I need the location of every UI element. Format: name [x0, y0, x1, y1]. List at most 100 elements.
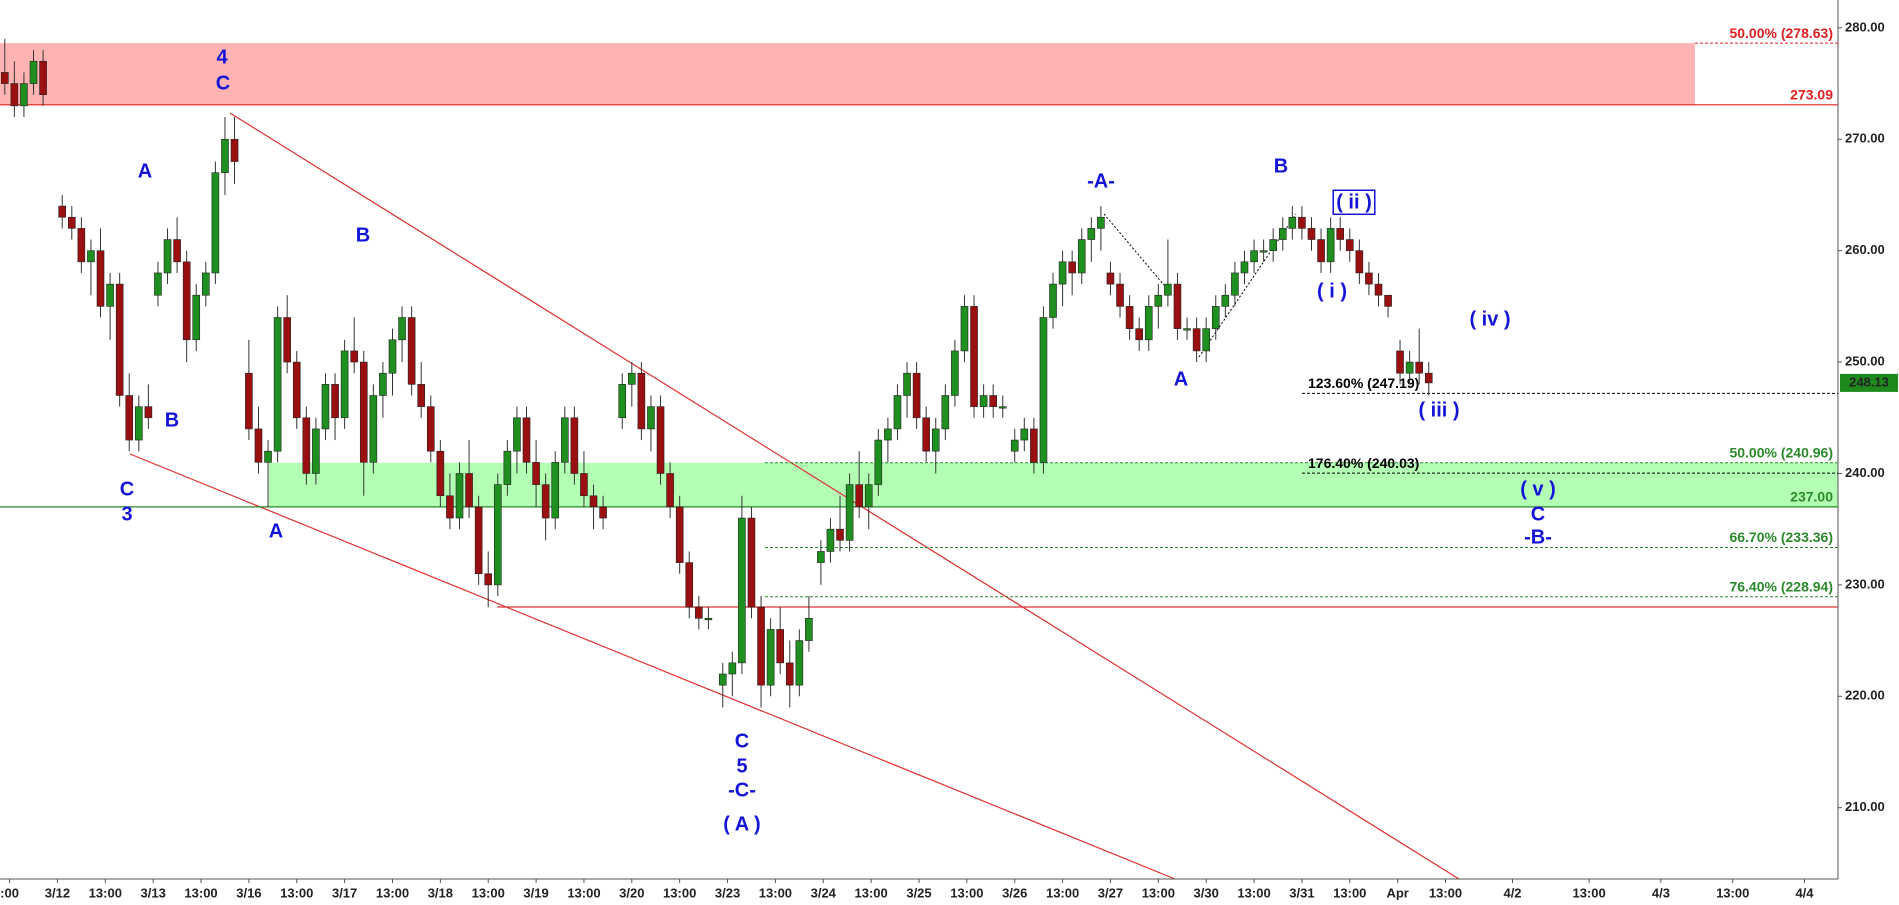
candle-body	[1415, 361, 1423, 374]
level-label: 50.00% (278.63)	[1729, 25, 1833, 41]
wave-label: A	[269, 520, 283, 542]
candle-body	[766, 629, 775, 686]
candle-body	[163, 239, 172, 274]
x-tick-label: 4/3	[1652, 885, 1670, 900]
wave-label: A	[138, 160, 152, 182]
candle-body	[154, 272, 162, 296]
candle-body	[484, 573, 493, 586]
guide-line	[1103, 213, 1170, 292]
wave-label: B	[165, 409, 179, 431]
candle-body	[903, 372, 911, 396]
level-label: 50.00% (240.96)	[1729, 444, 1833, 460]
candle-body	[998, 406, 1007, 409]
candle-body	[1144, 306, 1153, 341]
candle-body	[245, 372, 253, 430]
candle-body	[922, 417, 930, 452]
wave-label: ( iv )	[1469, 308, 1510, 330]
candle-body	[666, 473, 674, 508]
x-tick-label: 3/27	[1098, 885, 1123, 900]
candle-body	[1424, 372, 1433, 384]
wave-label: 5	[736, 755, 747, 777]
x-tick-label: Apr	[1386, 885, 1408, 900]
last-price-label: 248.13	[1849, 374, 1889, 389]
candle-body	[1278, 228, 1287, 240]
candle-body	[321, 384, 330, 430]
candle-body	[747, 517, 756, 608]
x-tick-label: 13:00	[567, 885, 600, 900]
candle-body	[970, 306, 978, 407]
wave-label: -B-	[1524, 526, 1552, 548]
wave-label: C	[1531, 503, 1545, 525]
candle-body	[359, 361, 368, 463]
candle-body	[1135, 328, 1143, 341]
candle-body	[1231, 272, 1239, 296]
candle-body	[474, 506, 483, 575]
x-tick-label: 13:00	[376, 885, 409, 900]
x-tick-label: :00	[0, 885, 19, 900]
candle-body	[1164, 283, 1172, 296]
y-tick-label: 260.00	[1845, 242, 1885, 257]
x-tick-label: 13:00	[950, 885, 983, 900]
candle-body	[302, 417, 311, 474]
x-tick-label: 13:00	[1429, 885, 1462, 900]
wave-label: ( iii )	[1418, 399, 1459, 421]
trend-line	[229, 112, 1460, 880]
candle-body	[795, 640, 804, 686]
candle-body	[1039, 317, 1048, 463]
x-tick-label: 3/16	[236, 885, 261, 900]
candle-body	[1317, 239, 1325, 263]
wave-label: ( A )	[723, 813, 760, 835]
candle-body	[446, 495, 454, 519]
candle-body	[29, 60, 38, 84]
candle-body	[1183, 328, 1191, 331]
candle-body	[1087, 228, 1096, 240]
price-zone	[269, 462, 1838, 507]
x-tick-label: 13:00	[280, 885, 313, 900]
candle-body	[647, 406, 655, 430]
candle-body	[182, 261, 191, 341]
candle-body	[1049, 283, 1057, 318]
x-tick-label: 3/26	[1002, 885, 1027, 900]
candle-body	[757, 606, 765, 686]
candle-body	[551, 462, 560, 519]
candle-body	[817, 551, 825, 563]
y-tick-label: 270.00	[1845, 131, 1885, 146]
candle-body	[388, 339, 397, 374]
wave-label: B	[356, 224, 370, 246]
candle-body	[1355, 250, 1364, 274]
candle-body	[1326, 228, 1335, 263]
candle-body	[379, 372, 387, 396]
candle-body	[618, 384, 627, 419]
candle-body	[1336, 228, 1345, 240]
candle-body	[230, 138, 239, 162]
candle-body	[292, 361, 301, 419]
candle-body	[106, 283, 114, 307]
y-tick-label: 240.00	[1845, 465, 1885, 480]
candle-body	[522, 417, 531, 463]
candle-body	[1192, 328, 1201, 352]
x-tick-label: 13:00	[1716, 885, 1749, 900]
candle-body	[0, 72, 9, 84]
candle-body	[1020, 428, 1029, 441]
x-tick-label: 4/2	[1503, 885, 1521, 900]
guide-line	[1198, 213, 1297, 358]
candle-body	[1298, 216, 1306, 229]
wave-label: 3	[121, 503, 132, 525]
candle-body	[1125, 306, 1134, 329]
level-label: 176.40% (240.03)	[1308, 455, 1419, 471]
candle-body	[125, 395, 134, 441]
x-tick-label: 13:00	[1046, 885, 1079, 900]
candle-body	[202, 272, 210, 296]
candle-body	[805, 618, 813, 641]
candle-body	[398, 317, 406, 341]
candle-body	[455, 473, 464, 519]
candle-body	[637, 372, 646, 430]
wave-label: ( v )	[1520, 478, 1556, 500]
candle-body	[513, 417, 521, 452]
candle-body	[1269, 239, 1277, 251]
x-tick-label: 13:00	[663, 885, 696, 900]
trend-line	[129, 453, 1176, 880]
candle-body	[1365, 272, 1373, 285]
x-tick-label: 13:00	[1572, 885, 1605, 900]
candle-body	[221, 138, 229, 173]
